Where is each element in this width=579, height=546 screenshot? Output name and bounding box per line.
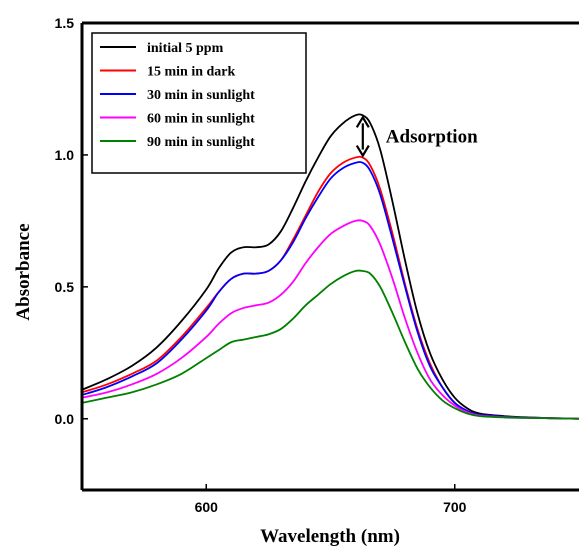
y-tick-label-2: 1.0	[55, 147, 75, 163]
series-line-3	[81, 161, 579, 420]
legend-label-5: 90 min in sunlight	[147, 135, 255, 150]
legend: initial 5 ppm 15 min in dark 30 min in sun…	[91, 32, 307, 174]
legend-label-1: initial 5 ppm	[147, 41, 224, 56]
x-axis-title: Wavelength (nm)	[260, 526, 400, 546]
x-tick-label-700: 700	[443, 499, 467, 515]
y-tick-label-0: 0.0	[55, 411, 75, 427]
annotation-arrow-head-down	[355, 144, 370, 158]
series-line-1	[81, 113, 579, 420]
annotation-label: Adsorption	[386, 126, 478, 147]
x-tick-label-600: 600	[195, 499, 219, 515]
legend-label-2: 15 min in dark	[147, 65, 236, 80]
y-axis-title: Absorbance	[13, 223, 34, 320]
series-line-4	[81, 219, 579, 420]
legend-box	[91, 32, 307, 174]
axes-layer: 600 700 0.0 0.5 1.0 1.5	[55, 15, 579, 515]
series-line-5	[81, 269, 579, 420]
legend-label-4: 60 min in sunlight	[147, 112, 255, 127]
legend-label-3: 30 min in sunlight	[147, 88, 255, 103]
annotation-arrow-head-up	[355, 115, 370, 128]
y-tick-label-3: 1.5	[55, 15, 75, 31]
series-layer	[81, 113, 579, 420]
annotation-layer: Adsorption	[355, 115, 478, 158]
y-tick-label-1: 0.5	[55, 279, 75, 295]
